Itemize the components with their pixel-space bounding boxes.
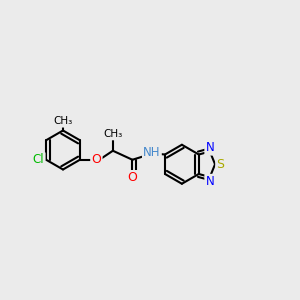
- Text: NH: NH: [143, 146, 160, 159]
- Text: O: O: [128, 171, 137, 184]
- Text: N: N: [206, 175, 214, 188]
- Text: N: N: [206, 141, 214, 154]
- Text: CH₃: CH₃: [103, 129, 122, 139]
- Text: CH₃: CH₃: [53, 116, 73, 127]
- Text: S: S: [216, 158, 224, 171]
- Text: O: O: [92, 153, 101, 166]
- Text: Cl: Cl: [33, 153, 44, 166]
